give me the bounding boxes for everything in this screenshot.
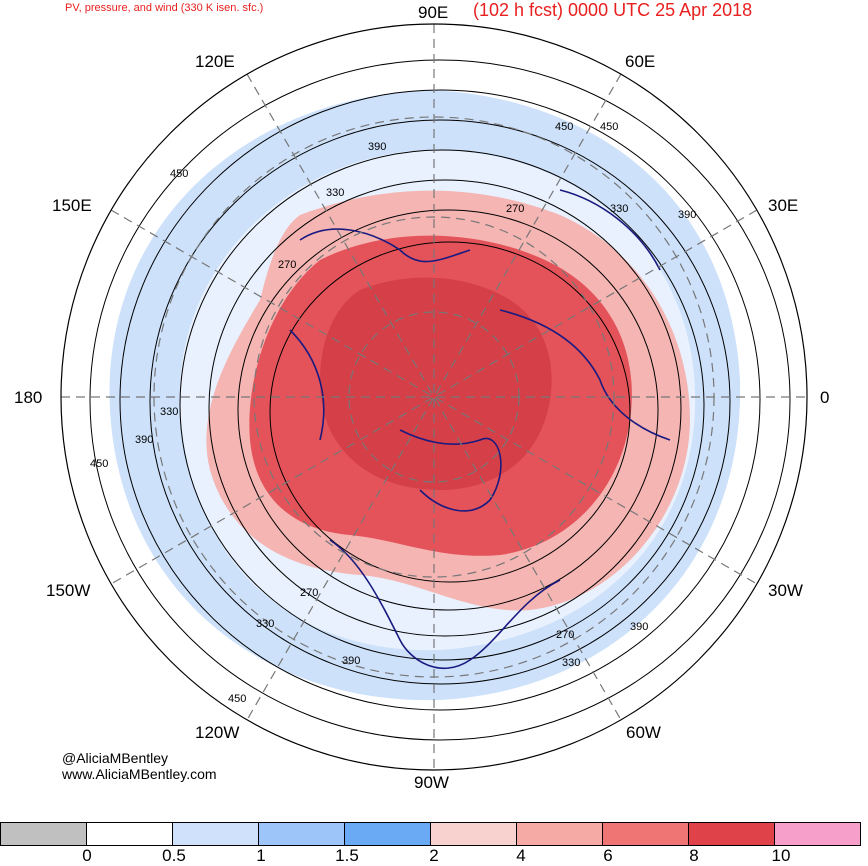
colorbar-tick-label: 1 — [256, 846, 266, 865]
lon-label-180: 180 — [14, 388, 43, 407]
contour-label: 270 — [556, 629, 574, 641]
contour-label: 450 — [555, 121, 573, 133]
colorbar-swatch — [344, 822, 430, 846]
colorbar-tick-label: 8 — [689, 846, 699, 865]
lon-label-90w: 90W — [414, 773, 449, 792]
contour-value-labels: 450 390 330 270 270 330 390 450 450 390 … — [90, 121, 696, 705]
credit-handle: @AliciaMBentley — [62, 750, 169, 766]
colorbar-tick-label: 6 — [603, 846, 613, 865]
lon-label-30w: 30W — [768, 581, 803, 600]
contour-label: 270 — [300, 587, 318, 599]
colorbar-swatch — [516, 822, 602, 846]
colorbar — [0, 822, 868, 846]
lon-label-30e: 30E — [768, 196, 799, 215]
lon-label-60e: 60E — [625, 52, 656, 71]
lon-label-150w: 150W — [46, 581, 91, 600]
colorbar-swatch — [688, 822, 774, 846]
graticule — [61, 24, 807, 770]
colorbar-tick-label: 2 — [429, 846, 439, 865]
map-boundary — [60, 23, 808, 771]
contour-label: 330 — [160, 406, 178, 418]
contour-label: 450 — [170, 168, 188, 180]
colorbar-swatch — [430, 822, 516, 846]
forecast-time-title: (102 h fcst) 0000 UTC 25 Apr 2018 — [473, 0, 753, 20]
contour-label: 390 — [630, 621, 648, 633]
colorbar-swatch — [602, 822, 688, 846]
contour-label: 330 — [562, 657, 580, 669]
contour-label: 390 — [342, 655, 360, 667]
pressure-contours — [89, 59, 791, 741]
colorbar-swatch — [86, 822, 172, 846]
lon-label-120w: 120W — [195, 723, 240, 742]
contour-label: 390 — [135, 434, 153, 446]
lon-label-90e: 90E — [418, 3, 449, 22]
credit-website: www.AliciaMBentley.com — [62, 766, 217, 782]
contour-label: 330 — [256, 618, 274, 630]
pv-high-core — [320, 277, 552, 490]
contour-label: 450 — [228, 693, 246, 705]
colorbar-tick-label: 0 — [82, 846, 92, 865]
colorbar-tick-label: 0.5 — [162, 846, 186, 865]
contour-label: 330 — [326, 187, 344, 199]
colorbar-tick-label: 10 — [771, 846, 791, 865]
polar-map: 450 390 330 270 270 330 390 450 450 390 … — [60, 23, 808, 771]
coastlines — [289, 189, 671, 670]
contour-label: 450 — [600, 121, 618, 133]
colorbar-swatch — [0, 822, 86, 846]
contour-label: 450 — [90, 458, 108, 470]
colorbar-tick-label: 1.5 — [335, 846, 359, 865]
lon-label-0: 0 — [820, 388, 830, 407]
contour-label: 270 — [278, 259, 296, 271]
lon-label-60w: 60W — [626, 723, 661, 742]
colorbar-tick-label: 4 — [516, 846, 526, 865]
lon-label-120e: 120E — [195, 52, 235, 71]
contour-label: 330 — [610, 203, 628, 215]
colorbar-swatch — [774, 822, 861, 846]
contour-label: 270 — [506, 203, 524, 215]
colorbar-swatch — [172, 822, 258, 846]
map-title: PV, pressure, and wind (330 K isen. sfc.… — [65, 2, 264, 14]
colorbar-swatch — [258, 822, 344, 846]
contour-label: 390 — [678, 209, 696, 221]
lon-label-150e: 150E — [52, 196, 92, 215]
contour-label: 390 — [368, 141, 386, 153]
